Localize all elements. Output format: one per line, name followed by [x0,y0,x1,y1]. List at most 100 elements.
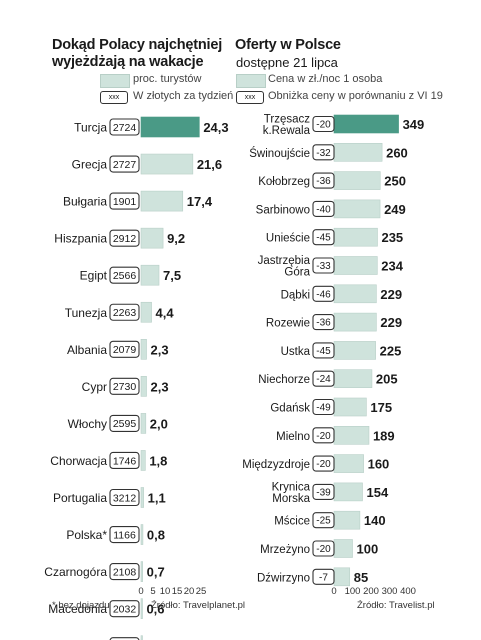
discount-value: -40 [316,204,331,215]
bar-tourist-share [140,376,147,397]
discount-box [312,144,335,161]
discount-value: -20 [316,431,331,442]
bar-price-per-night [333,539,353,558]
discount-box [312,483,335,500]
bar-tourist-share [140,450,146,471]
x-tick-label: 10 [160,586,171,597]
price-box [109,192,140,210]
category-label: Włochy [68,417,107,431]
discount-box [312,427,335,444]
x-tick-label: 5 [150,586,155,597]
price-box [109,414,140,432]
category-label: Mielno [276,431,310,443]
category-label: Ustka [281,346,311,358]
share-value-label: 2,0 [150,416,168,431]
price-value-label: 205 [376,372,398,387]
right-chart-subtitle: dostępne 21 lipca [236,55,338,70]
x-tick-label: 400 [400,586,416,597]
bar-price-per-night [333,312,377,332]
discount-box [312,455,335,472]
bar-price-per-night [333,284,377,304]
category-label: Turcja [74,121,107,135]
price-value: 1746 [113,455,137,467]
discount-value: -45 [316,233,331,244]
discount-value: -46 [316,289,331,300]
right-legend-box-swatch: xxx [236,91,264,104]
share-value-label: 21,6 [197,157,222,172]
bar-price-per-night [333,199,381,219]
discount-box [312,285,335,302]
category-label: Dźwirzyno [257,572,310,584]
left-source: Źródło: Travelplanet.pl [151,600,245,611]
bar-tourist-share [140,487,144,508]
category-label: Bułgaria [63,195,107,209]
share-value-label: 0,4 [146,639,165,640]
category-label: Sarbinowo [256,204,310,216]
discount-box [312,342,335,359]
category-label: Rozewie [266,318,310,330]
share-value-label: 24,3 [203,120,228,135]
category-label: Mrzeżyno [260,544,310,556]
right-chart-title: Oferty w Polsce [235,37,341,53]
share-value-label: 7,5 [163,268,181,283]
price-value-label: 175 [370,400,392,415]
category-label: Jastrzębia [258,255,311,267]
discount-value: -7 [319,572,328,583]
price-value: 2566 [113,270,137,282]
category-label: k.Rewala [263,125,311,137]
price-box [109,451,140,470]
price-value-label: 140 [364,513,386,528]
price-value-label: 225 [380,343,402,358]
price-value: 2108 [113,566,137,578]
right-legend-bar-swatch [236,74,266,88]
price-box [109,525,140,544]
x-tick-label: 0 [331,586,336,597]
discount-value: -36 [316,176,331,187]
price-value: 1901 [113,196,137,208]
bar-price-per-night [333,143,383,162]
share-value-label: 2,3 [151,379,169,394]
x-tick-label: 200 [363,586,379,597]
price-value-label: 229 [380,315,402,330]
price-box [109,303,140,321]
price-value-label: 234 [381,259,403,274]
right-source: Źródło: Travelist.pl [357,600,435,611]
share-value-label: 9,2 [167,231,185,246]
price-value-label: 250 [384,174,406,189]
category-label: Kołobrzeg [258,176,310,188]
bar-tourist-share [140,116,200,138]
left-legend-box-label: W złotych za tydzień [133,90,234,102]
price-box [109,340,140,358]
right-legend-bar-label: Cena w zł./noc 1 osoba [268,73,383,85]
category-label: Gdańsk [270,403,310,415]
category-label: Macedonia [48,602,107,616]
discount-box [312,398,335,416]
discount-value: -36 [316,318,331,329]
category-label: Morska [272,493,310,505]
category-label: Mścice [274,516,310,528]
category-label: Chorwacja [50,454,107,468]
left-title-line1: Dokąd Polacy najchętniej [52,37,223,53]
price-value-label: 229 [380,287,402,302]
bar-price-per-night [333,369,373,389]
price-box [109,600,140,618]
x-tick-label: 25 [196,586,207,597]
bar-tourist-share [140,524,144,545]
discount-box [312,172,335,189]
price-value-label: 85 [354,570,368,585]
discount-value: -25 [316,516,331,527]
share-value-label: 0,7 [147,565,165,580]
share-value-label: 17,4 [187,194,213,209]
price-box [109,229,140,247]
price-value: 2595 [113,418,137,430]
bar-price-per-night [333,256,378,275]
category-label: Hiszpania [54,232,107,246]
bar-tourist-share [140,227,164,249]
discount-box [312,115,335,133]
price-value-label: 260 [386,145,408,160]
discount-value: -20 [316,459,331,470]
price-value-label: 235 [381,230,403,245]
price-value: 2079 [113,344,137,356]
x-tick-label: 100 [345,586,361,597]
